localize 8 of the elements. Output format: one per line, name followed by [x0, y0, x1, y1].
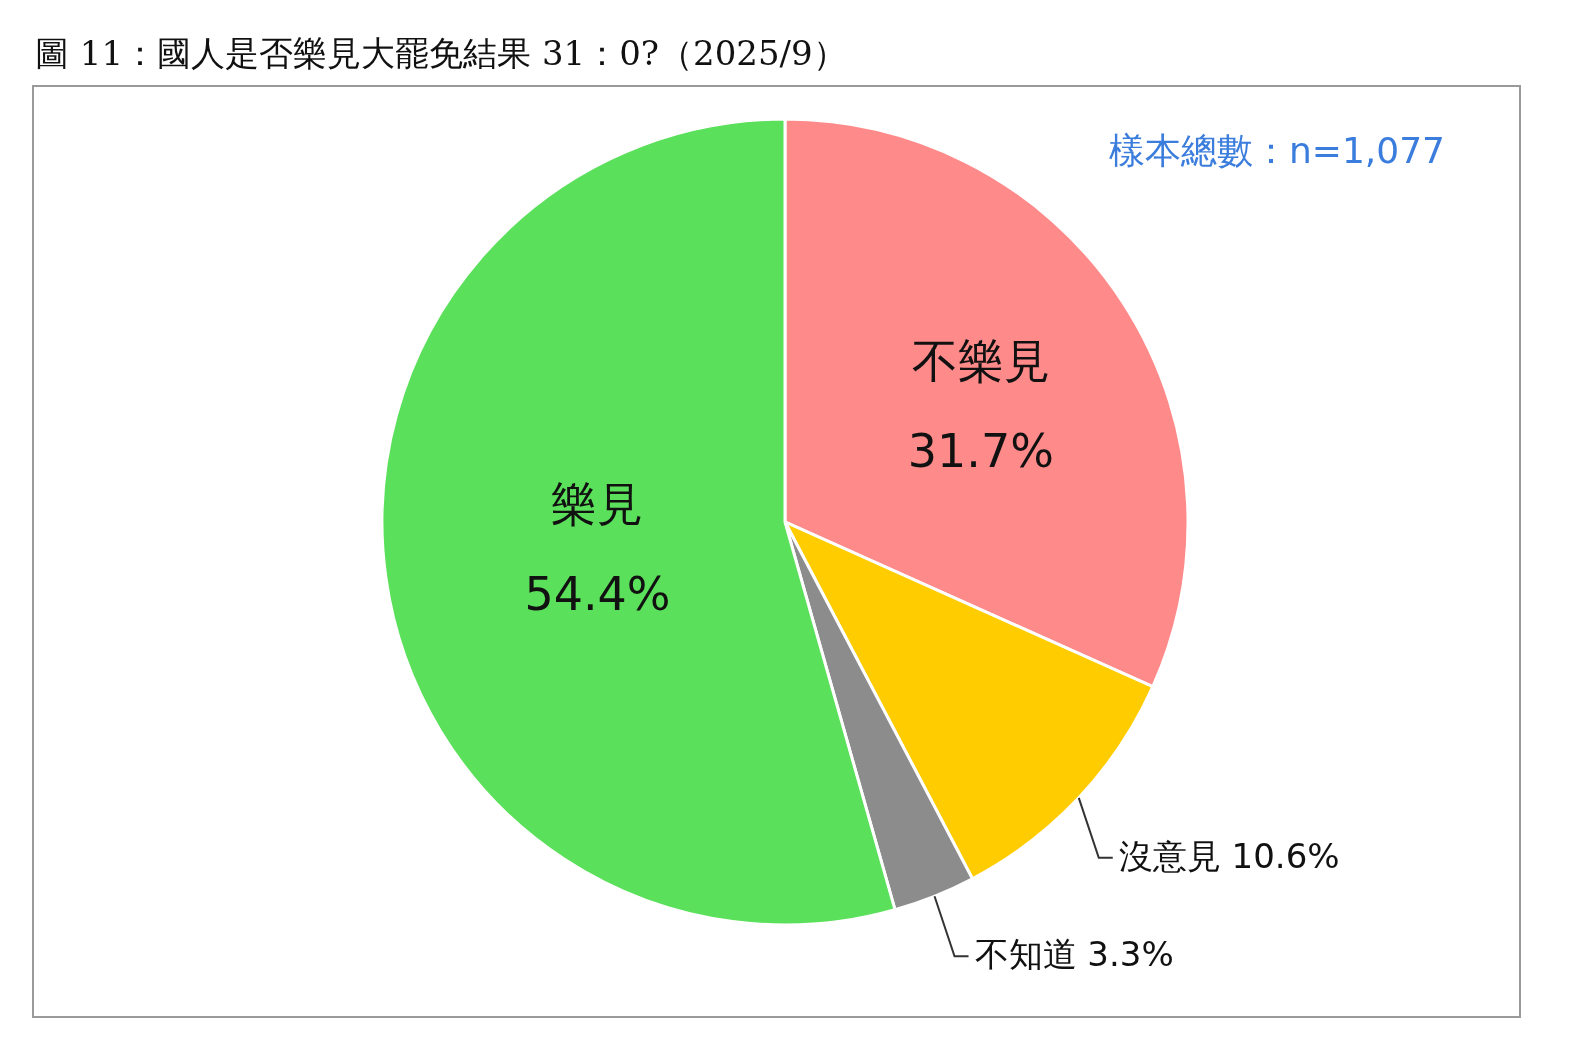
text: 樣本總數：n=1,077 [1108, 130, 1445, 171]
chart-title: 圖 11：國人是否樂見大罷免結果 31：0?（2025/9） [35, 33, 847, 73]
slice-label: 沒意見 10.6% [1118, 835, 1340, 876]
slice-label: 不樂見 [911, 334, 1050, 389]
slice-label: 樂見 [551, 476, 644, 531]
data-label: 31.7% [907, 424, 1054, 479]
data-label: 54.4% [524, 566, 671, 621]
slice-label: 不知道 3.3% [974, 934, 1174, 975]
